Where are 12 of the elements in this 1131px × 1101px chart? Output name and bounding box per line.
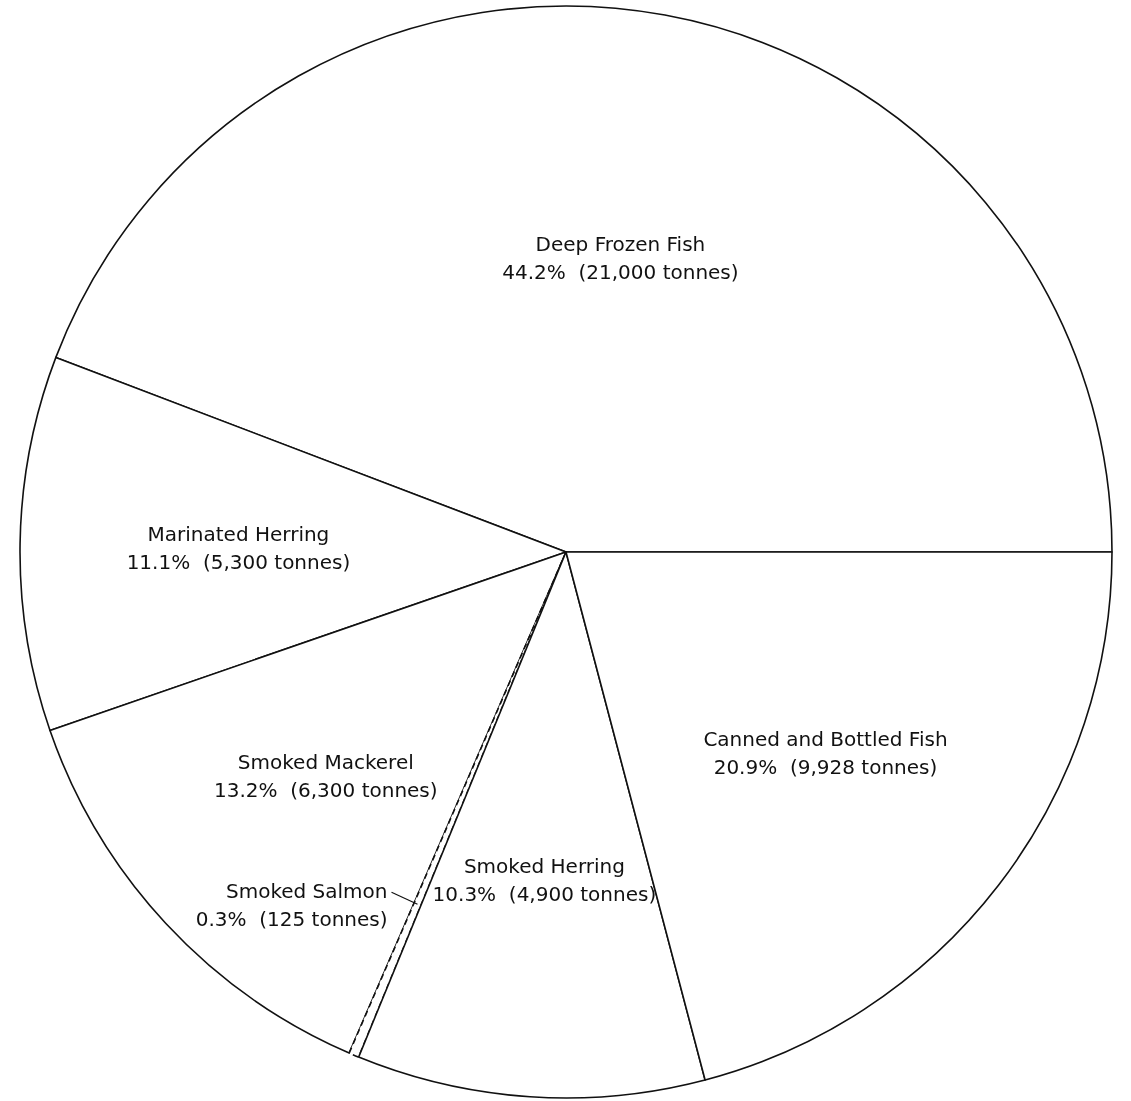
slice-label: Smoked Mackerel [237, 749, 414, 774]
slice-label: Smoked Herring [463, 853, 625, 878]
data-label: 44.2% (21,000 tonnes) [502, 259, 739, 284]
data-label: 20.9% (9,928 tonnes) [713, 754, 938, 779]
slice-label: Canned and Bottled Fish [703, 726, 948, 751]
slice-label: Marinated Herring [147, 521, 330, 546]
slice-label: Deep Frozen Fish [535, 231, 706, 256]
data-label: 0.3% (125 tonnes) [195, 907, 388, 932]
slice-label: Smoked Salmon [225, 879, 388, 904]
data-label: 13.2% (6,300 tonnes) [213, 777, 438, 802]
data-label: 11.1% (5,300 tonnes) [126, 549, 351, 574]
data-label: 10.3% (4,900 tonnes) [432, 881, 657, 906]
